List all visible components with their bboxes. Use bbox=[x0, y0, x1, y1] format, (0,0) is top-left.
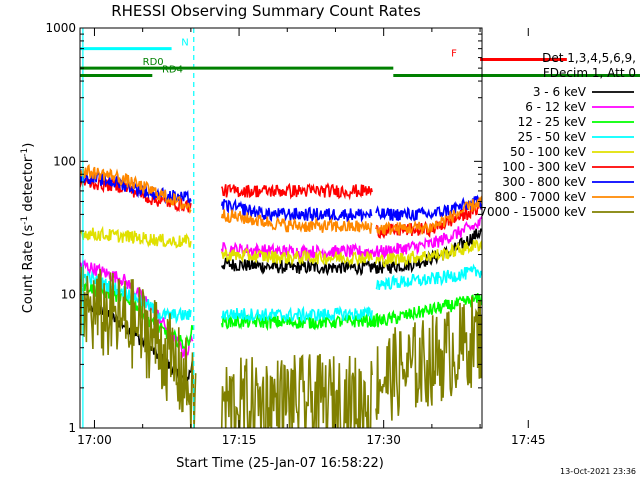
legend-label-1: 3 - 6 keV bbox=[533, 85, 587, 99]
legend-label-3: 12 - 25 keV bbox=[518, 115, 587, 129]
series-9-segment-2 bbox=[220, 353, 373, 428]
y-tick-label: 100 bbox=[53, 154, 76, 168]
series-7-segment-3 bbox=[375, 194, 482, 222]
legend: Det 1,3,4,5,6,9, FDecim 1, Att 0 3 - 6 k… bbox=[479, 51, 636, 219]
plot-data bbox=[80, 163, 482, 428]
series-5-segment-1 bbox=[80, 225, 192, 249]
series-4-segment-3 bbox=[375, 263, 482, 291]
y-tick-label: 1000 bbox=[45, 21, 76, 35]
x-tick-label: 17:30 bbox=[366, 433, 401, 447]
series-7-segment-2 bbox=[220, 198, 373, 223]
x-tick-label: 17:15 bbox=[222, 433, 257, 447]
legend-label-4: 25 - 50 keV bbox=[518, 130, 587, 144]
series-5-segment-3 bbox=[375, 239, 482, 268]
legend-label-5: 50 - 100 keV bbox=[510, 145, 587, 159]
series-5-segment-2 bbox=[220, 247, 373, 268]
y-tick-label: 10 bbox=[61, 288, 76, 302]
legend-header-1: Det 1,3,4,5,6,9, bbox=[542, 51, 636, 65]
y-axis-label: Count Rate (s-1 detector-1) bbox=[20, 143, 36, 314]
footer-timestamp: 13-Oct-2021 23:36 bbox=[560, 467, 636, 476]
series-8-segment-2 bbox=[220, 209, 373, 234]
legend-label-9: 7000 - 15000 keV bbox=[479, 205, 586, 219]
series-8-segment-3 bbox=[375, 193, 482, 235]
state-label-n: N bbox=[181, 38, 188, 49]
chart-title: RHESSI Observing Summary Count Rates bbox=[111, 2, 421, 20]
legend-label-7: 300 - 800 keV bbox=[502, 175, 586, 189]
plot-area bbox=[80, 163, 482, 428]
y-axis-label-sup2: -1 bbox=[20, 148, 30, 157]
x-tick-label: 17:45 bbox=[511, 433, 546, 447]
series-9-segment-3 bbox=[375, 296, 482, 421]
legend-label-6: 100 - 300 keV bbox=[502, 160, 586, 174]
plot-frame bbox=[79, 27, 483, 429]
y-tick-label: 1 bbox=[68, 421, 76, 435]
legend-header-2: FDecim 1, Att 0 bbox=[543, 66, 636, 80]
y-axis-label-sup1: -1 bbox=[20, 216, 30, 225]
state-label-f: F bbox=[451, 49, 457, 60]
y-axis-label-main: Count Rate (s bbox=[21, 225, 36, 314]
y-axis-label-end: ) bbox=[21, 143, 36, 148]
state-label-rd0: RD0 bbox=[143, 57, 164, 68]
x-tick-label: 17:00 bbox=[77, 433, 112, 447]
legend-label-2: 6 - 12 keV bbox=[525, 100, 587, 114]
legend-label-8: 800 - 7000 keV bbox=[495, 190, 587, 204]
series-9-segment-1 bbox=[80, 264, 197, 428]
series-6-segment-2 bbox=[220, 182, 373, 201]
series-3-segment-2 bbox=[220, 293, 482, 332]
y-axis-label-mid: detector bbox=[21, 156, 36, 216]
x-axis-label: Start Time (25-Jan-07 16:58:22) bbox=[176, 456, 384, 471]
plot-overlays: NRD0RD4FS bbox=[80, 28, 640, 428]
series-8-segment-1 bbox=[80, 163, 192, 215]
state-label-rd4: RD4 bbox=[162, 65, 183, 76]
series-1-segment-2 bbox=[220, 225, 482, 277]
series-4-segment-2 bbox=[220, 305, 373, 324]
axes: 110100100017:0017:1517:3017:4518:0018:15… bbox=[45, 21, 546, 447]
